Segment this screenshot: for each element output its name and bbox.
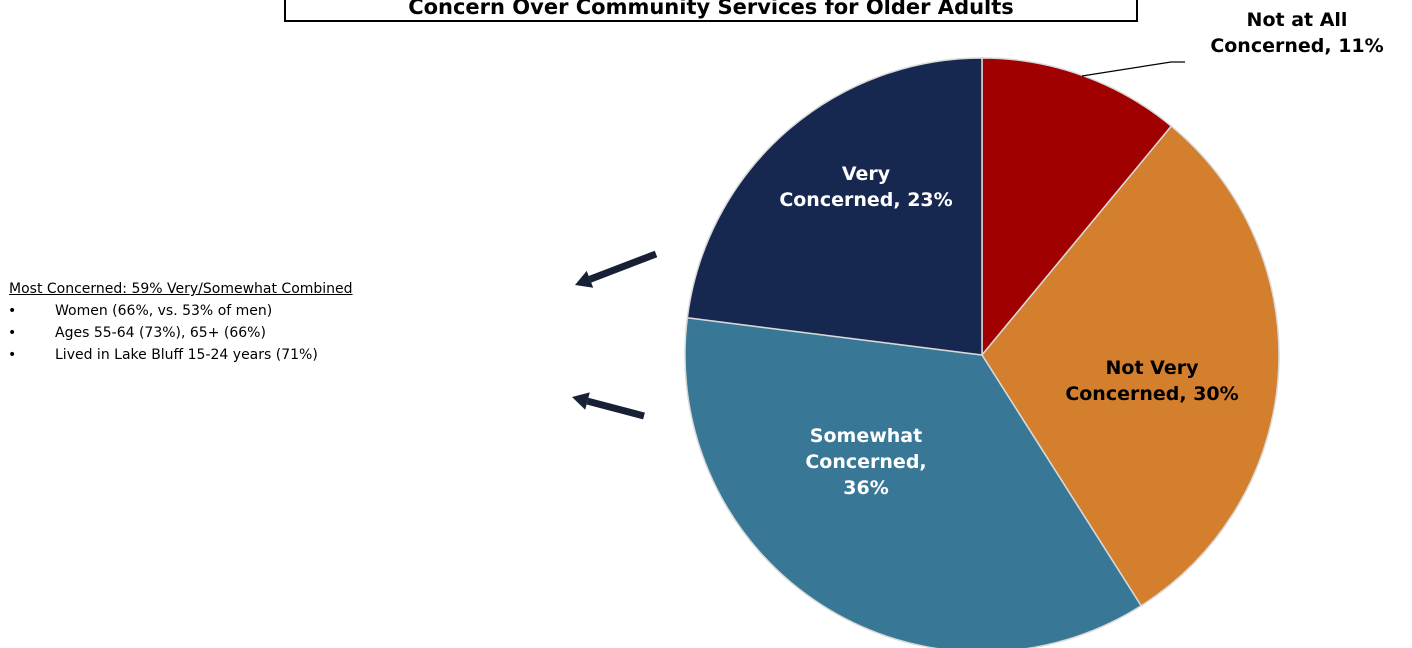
chart-title-box: Concern Over Community Services for Olde… [284,0,1138,22]
note-bullet-tenure: Lived in Lake Bluff 15-24 years (71%) [8,344,353,366]
pie-label-somewhat-concerned: Somewhat Concerned, 36% [805,425,926,499]
arrow-pointing-to-note-lower [572,392,645,420]
pie-labels: Not at All Concerned, 11% Not Very Concerne… [779,9,1383,499]
pie-slice-very [686,57,983,356]
pie-slice-not-very [981,125,1280,607]
pie-label-not-very: Not Very Concerned, 30% [1065,357,1238,405]
pie-slice-somewhat-concerned [684,316,1143,648]
leader-line [1081,61,1185,77]
note-heading: Most Concerned: 59% Very/Somewhat Combin… [9,281,353,297]
chart-title: Concern Over Community Services for Olde… [408,0,1014,19]
note-bullet-women: Women (66%, vs. 53% of men) [8,300,353,322]
arrow-pointing-to-note-upper [575,250,658,288]
pie-label-not-at-all: Not at All Concerned, 11% [1210,9,1383,57]
note-bullet-list: Women (66%, vs. 53% of men) Ages 55-64 (… [8,300,353,366]
pie-label-very: Very Concerned, 23% [779,163,952,211]
concern-note: Most Concerned: 59% Very/Somewhat Combin… [8,278,353,366]
pie-annotations [572,61,1185,420]
pie-slices [684,57,1280,648]
note-bullet-ages: Ages 55-64 (73%), 65+ (66%) [8,322,353,344]
